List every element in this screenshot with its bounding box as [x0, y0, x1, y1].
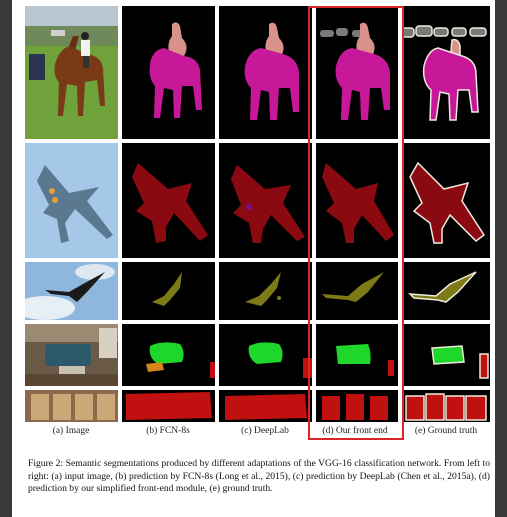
- deeplab-prediction-living-room: [219, 324, 312, 386]
- frontend-prediction-living-room: [316, 324, 398, 386]
- fcn8s-prediction-plane: [122, 143, 215, 258]
- deeplab-prediction-horse: [219, 6, 312, 139]
- column-label-ground-truth: (e) Ground truth: [414, 426, 478, 436]
- deeplab-prediction-chairs: [219, 390, 312, 422]
- fcn8s-prediction-chairs: [122, 390, 215, 422]
- ground-truth-horse: [402, 6, 490, 139]
- ground-truth-chairs: [402, 390, 490, 422]
- input-image-horse: [25, 6, 118, 139]
- ground-truth-living-room: [402, 324, 490, 386]
- frontend-prediction-bird: [316, 262, 398, 320]
- input-image-plane: [25, 143, 118, 258]
- input-image-bird: [25, 262, 118, 320]
- deeplab-prediction-bird: [219, 262, 312, 320]
- ground-truth-plane: [402, 143, 490, 258]
- column-label-front-end: (d) Our front end: [322, 426, 388, 436]
- frontend-prediction-plane: [316, 143, 398, 258]
- input-image-chairs: [25, 390, 118, 422]
- input-image-living-room: [25, 324, 118, 386]
- frontend-prediction-chairs: [316, 390, 398, 422]
- deeplab-prediction-plane: [219, 143, 312, 258]
- fcn8s-prediction-horse: [122, 6, 215, 139]
- ground-truth-bird: [402, 262, 490, 320]
- figure-caption: Figure 2: Semantic segmentations produce…: [28, 458, 490, 495]
- paper-page: (a) Image (b) FCN-8s (c) DeepLab (d) Our…: [12, 0, 495, 517]
- column-label-fcn8s: (b) FCN-8s: [146, 426, 190, 436]
- fcn8s-prediction-living-room: [122, 324, 215, 386]
- column-label-deeplab: (c) DeepLab: [241, 426, 289, 436]
- column-label-image: (a) Image: [52, 426, 90, 436]
- frontend-prediction-horse: [316, 6, 398, 139]
- fcn8s-prediction-bird: [122, 262, 215, 320]
